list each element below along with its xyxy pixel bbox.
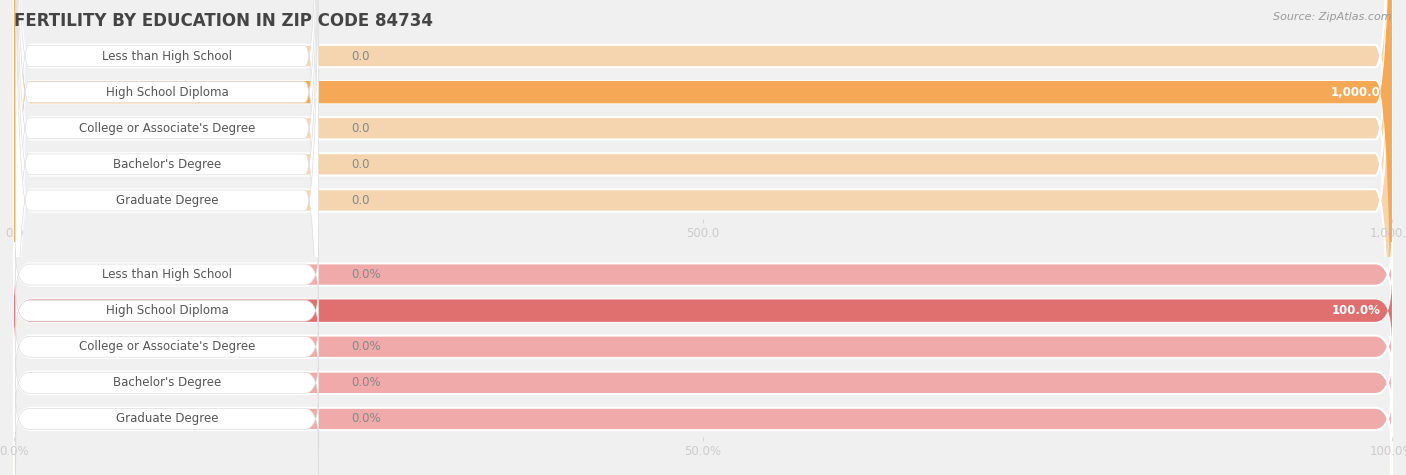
FancyBboxPatch shape [15, 0, 319, 475]
Text: FERTILITY BY EDUCATION IN ZIP CODE 84734: FERTILITY BY EDUCATION IN ZIP CODE 84734 [14, 12, 433, 30]
Text: Graduate Degree: Graduate Degree [115, 412, 218, 426]
FancyBboxPatch shape [14, 0, 1392, 475]
FancyBboxPatch shape [14, 0, 1392, 475]
FancyBboxPatch shape [14, 242, 1392, 307]
FancyBboxPatch shape [14, 0, 1392, 475]
Text: College or Associate's Degree: College or Associate's Degree [79, 122, 256, 135]
Text: College or Associate's Degree: College or Associate's Degree [79, 340, 256, 353]
Text: 0.0: 0.0 [352, 49, 370, 63]
FancyBboxPatch shape [14, 278, 1392, 343]
Text: 0.0%: 0.0% [352, 376, 381, 390]
Text: 0.0: 0.0 [352, 194, 370, 207]
FancyBboxPatch shape [14, 0, 1392, 475]
Text: High School Diploma: High School Diploma [105, 304, 228, 317]
FancyBboxPatch shape [14, 278, 1392, 343]
FancyBboxPatch shape [14, 351, 1392, 415]
FancyBboxPatch shape [15, 357, 319, 408]
FancyBboxPatch shape [14, 387, 1392, 451]
Text: Less than High School: Less than High School [103, 268, 232, 281]
Text: Graduate Degree: Graduate Degree [115, 194, 218, 207]
Text: Bachelor's Degree: Bachelor's Degree [112, 376, 221, 390]
FancyBboxPatch shape [15, 0, 319, 407]
FancyBboxPatch shape [14, 314, 1392, 379]
FancyBboxPatch shape [15, 393, 319, 445]
FancyBboxPatch shape [15, 0, 319, 443]
Text: 1,000.0: 1,000.0 [1331, 86, 1381, 99]
Text: 0.0%: 0.0% [352, 412, 381, 426]
FancyBboxPatch shape [14, 0, 1392, 475]
FancyBboxPatch shape [15, 285, 319, 336]
FancyBboxPatch shape [14, 0, 1392, 475]
FancyBboxPatch shape [15, 321, 319, 372]
Text: 0.0%: 0.0% [352, 268, 381, 281]
Text: 100.0%: 100.0% [1331, 304, 1381, 317]
Text: 0.0: 0.0 [352, 158, 370, 171]
Text: 0.0%: 0.0% [352, 340, 381, 353]
Text: Source: ZipAtlas.com: Source: ZipAtlas.com [1274, 12, 1392, 22]
FancyBboxPatch shape [15, 249, 319, 300]
Text: High School Diploma: High School Diploma [105, 86, 228, 99]
Text: Less than High School: Less than High School [103, 49, 232, 63]
Text: Bachelor's Degree: Bachelor's Degree [112, 158, 221, 171]
FancyBboxPatch shape [15, 0, 319, 475]
FancyBboxPatch shape [15, 0, 319, 475]
Text: 0.0: 0.0 [352, 122, 370, 135]
